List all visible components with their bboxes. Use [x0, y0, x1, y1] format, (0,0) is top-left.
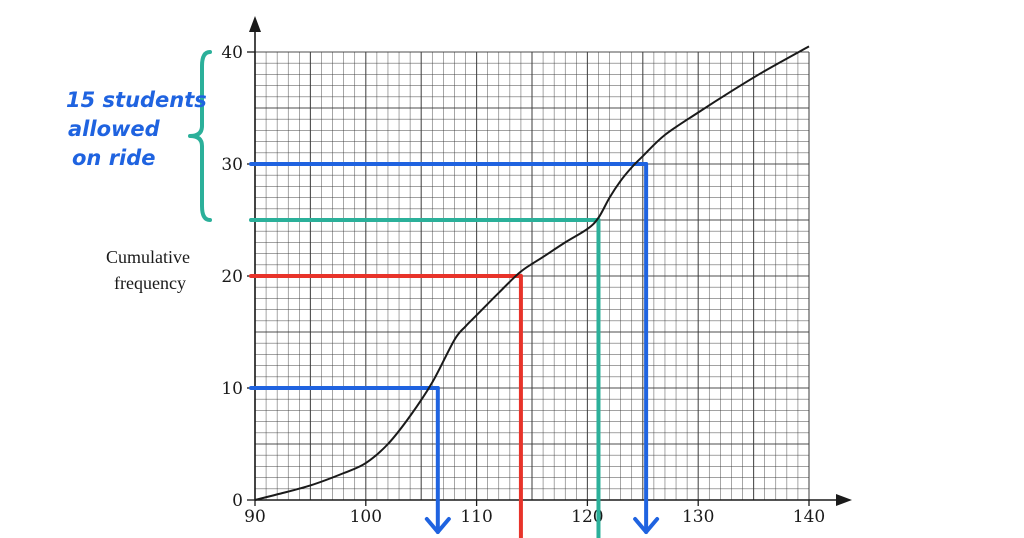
y-tick-label: 40 — [221, 43, 243, 63]
curly-brace — [188, 50, 212, 222]
y-tick-label: 10 — [221, 379, 243, 399]
note-line-1: 15 students — [66, 88, 207, 112]
cumulative-frequency-curve — [254, 45, 810, 501]
handwritten-note: 15 students allowed on ride — [66, 88, 207, 170]
y-tick-label: 30 — [221, 155, 243, 175]
data-series — [254, 45, 810, 501]
x-axis-arrow — [836, 494, 852, 506]
axis-labels: Cumulative frequency — [106, 247, 190, 293]
y-axis-label-line-2: frequency — [114, 273, 186, 293]
x-tick-label: 130 — [682, 507, 714, 527]
x-tick-label: 110 — [460, 507, 492, 527]
down-arrow-icon — [633, 517, 660, 534]
axes — [247, 16, 852, 506]
reading-line — [249, 274, 523, 538]
reading-lines — [188, 50, 660, 538]
x-tick-label: 140 — [793, 507, 825, 527]
y-tick-label: 20 — [221, 267, 243, 287]
note-line-2: allowed — [68, 117, 161, 141]
reading-line — [249, 386, 451, 534]
note-line-3: on ride — [72, 146, 156, 170]
tick-labels: 0 10 20 30 40 90 100 110 120 130 140 — [221, 43, 825, 527]
y-axis-arrow — [249, 16, 261, 32]
down-arrow-icon — [424, 517, 451, 534]
y-axis-label-line-1: Cumulative — [106, 247, 190, 267]
y-tick-label: 0 — [232, 491, 243, 511]
x-tick-label: 100 — [350, 507, 382, 527]
x-tick-label: 120 — [571, 507, 603, 527]
reading-line — [249, 162, 660, 534]
reading-line — [249, 218, 601, 538]
x-tick-label: 90 — [244, 507, 266, 527]
